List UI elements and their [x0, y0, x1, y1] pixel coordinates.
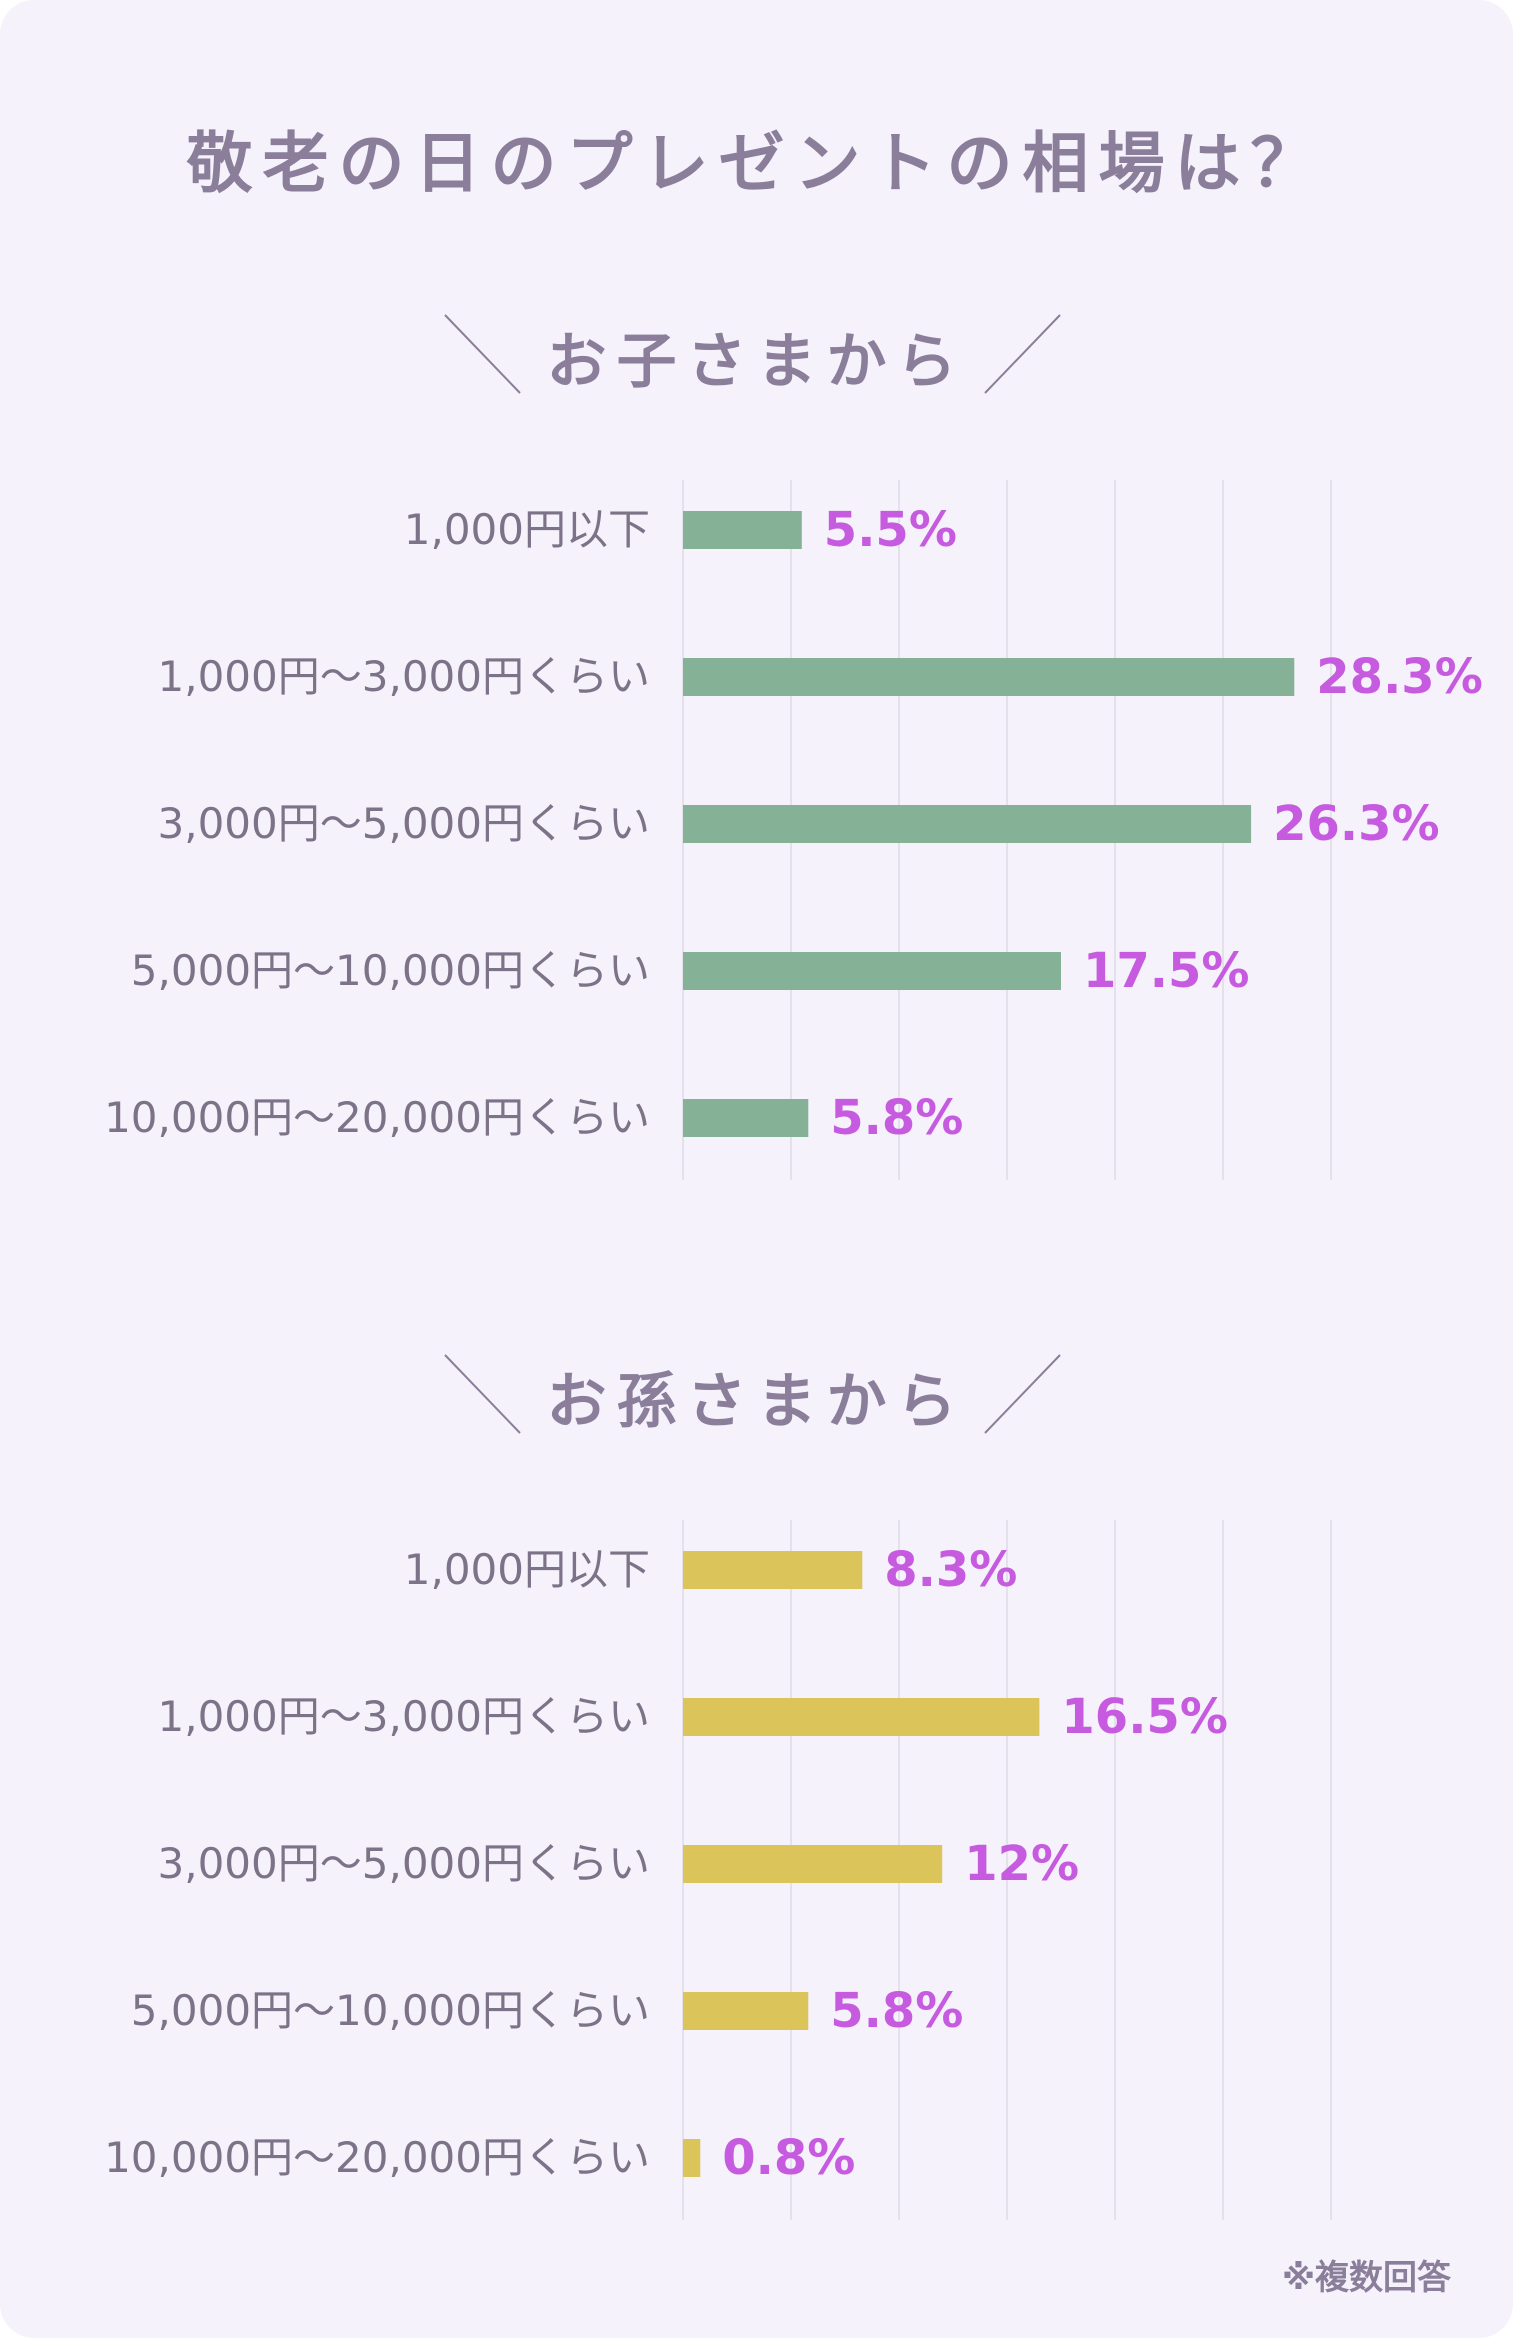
right-slash-decoration: [984, 1354, 1061, 1434]
left-slash-decoration: [444, 1354, 521, 1434]
category-label: 3,000円～5,000円くらい: [158, 1839, 650, 1888]
value-label: 5.8%: [830, 1983, 963, 2039]
chart-children: 1,000円以下 5.5% 1,000円～3,000円くらい 28.3% 3,000円～…: [104, 480, 1483, 1180]
left-slash-decoration: [444, 314, 521, 394]
section-header-grandchildren: お孫さまから: [0, 1345, 1513, 1437]
bar: [683, 511, 802, 549]
section-decoration-lines: [444, 314, 1061, 394]
bar: [683, 1992, 809, 2030]
category-label: 10,000円～20,000円くらい: [104, 1093, 650, 1142]
value-label: 28.3%: [1316, 649, 1483, 705]
category-label: 10,000円～20,000円くらい: [104, 2133, 650, 2182]
value-label: 17.5%: [1083, 943, 1250, 999]
bar: [683, 1845, 943, 1883]
section-title-children: お子さまから: [546, 327, 967, 397]
right-slash-decoration: [984, 314, 1061, 394]
bar: [683, 805, 1252, 843]
bar: [683, 1698, 1040, 1736]
section-title-grandchildren: お孫さまから: [546, 1367, 967, 1437]
section-decoration-lines: [444, 1354, 1061, 1434]
footnote: ※複数回答: [1281, 2258, 1451, 2298]
category-label: 5,000円～10,000円くらい: [131, 1986, 650, 2035]
bar: [683, 952, 1061, 990]
value-label: 12%: [964, 1836, 1079, 1892]
value-label: 0.8%: [722, 2130, 855, 2186]
category-label: 3,000円～5,000円くらい: [158, 799, 650, 848]
bar: [683, 658, 1295, 696]
bar: [683, 2139, 701, 2177]
value-label: 16.5%: [1061, 1689, 1228, 1745]
value-label: 5.5%: [824, 502, 957, 558]
value-label: 8.3%: [884, 1542, 1017, 1598]
category-label: 1,000円～3,000円くらい: [158, 1692, 650, 1741]
bar: [683, 1099, 809, 1137]
category-label: 1,000円以下: [404, 505, 650, 554]
value-label: 5.8%: [830, 1090, 963, 1146]
value-label: 26.3%: [1273, 796, 1440, 852]
chart-grandchildren: 1,000円以下 8.3% 1,000円～3,000円くらい 16.5% 3,000円～…: [104, 1520, 1332, 2220]
bar: [683, 1551, 863, 1589]
category-label: 1,000円以下: [404, 1545, 650, 1594]
category-label: 1,000円～3,000円くらい: [158, 652, 650, 701]
category-label: 5,000円～10,000円くらい: [131, 946, 650, 995]
page-title: 敬老の日のプレゼントの相場は？: [186, 125, 1327, 202]
section-header-children: お子さまから: [0, 305, 1513, 397]
